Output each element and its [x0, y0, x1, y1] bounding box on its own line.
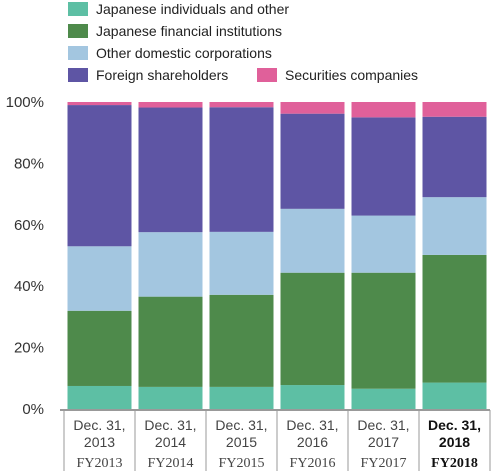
y-tick-label: 20%: [14, 340, 44, 357]
legend-item: Japanese individuals and other: [68, 1, 289, 17]
bar-stack: [351, 102, 416, 409]
y-tick-label: 80%: [14, 155, 44, 172]
bar-segment: [138, 296, 203, 387]
bar-segment: [67, 105, 132, 247]
y-tick-label: 60%: [14, 217, 44, 234]
y-tick-label: 100%: [6, 94, 44, 111]
bar-stack: [67, 102, 132, 409]
bar-segment: [422, 102, 487, 117]
bar-stack: [422, 102, 487, 409]
legend-swatch: [68, 46, 88, 60]
legend-item: Other domestic corporations: [68, 45, 272, 61]
x-category-label: 2013: [84, 434, 115, 450]
legend-label: Other domestic corporations: [96, 45, 272, 61]
bar-segment: [351, 388, 416, 409]
bar-segment: [209, 102, 274, 108]
bar-segment: [280, 208, 345, 273]
x-category-label: Dec. 31,: [215, 417, 267, 433]
bar-segment: [280, 272, 345, 386]
legend-swatch: [68, 2, 88, 16]
bar-segment: [351, 117, 416, 216]
legend-item: Foreign shareholders: [68, 67, 228, 83]
bar-segment: [138, 107, 203, 233]
bar-segment: [280, 113, 345, 209]
x-fiscal-year-label: FY2014: [148, 456, 194, 471]
bar-segment: [67, 246, 132, 311]
bar-segment: [67, 310, 132, 386]
legend-swatch: [68, 24, 88, 38]
bar-segment: [138, 232, 203, 297]
bar-segment: [138, 386, 203, 409]
x-fiscal-year-label: FY2017: [361, 456, 407, 471]
bar-segment: [67, 102, 132, 106]
x-category-label: Dec. 31,: [144, 417, 196, 433]
bar-segment: [280, 102, 345, 114]
bar-segment: [351, 272, 416, 389]
bar-segment: [209, 294, 274, 387]
bar-stack: [138, 102, 203, 409]
chart-legend: Japanese individuals and other Japanese f…: [68, 1, 418, 83]
x-category-label: 2016: [297, 434, 328, 450]
bar-stack: [209, 102, 274, 409]
bar-segment: [351, 215, 416, 273]
y-tick-label: 40%: [14, 278, 44, 295]
bar-stack: [280, 102, 345, 409]
bar-segment: [209, 231, 274, 295]
x-category-label: Dec. 31,: [357, 417, 409, 433]
legend-item: Japanese financial institutions: [68, 23, 282, 39]
x-category-label: Dec. 31,: [428, 417, 481, 433]
bar-segment: [422, 382, 487, 409]
bar-segment: [67, 385, 132, 409]
bar-segment: [422, 254, 487, 383]
bar-segment: [209, 386, 274, 409]
bar-segment: [209, 107, 274, 232]
y-tick-label: 0%: [22, 401, 44, 418]
bar-segment: [422, 116, 487, 198]
x-category-label: 2017: [368, 434, 399, 450]
legend-label: Securities companies: [285, 67, 418, 83]
legend-label: Japanese financial institutions: [96, 23, 282, 39]
x-category-label: 2015: [226, 434, 257, 450]
stacked-bars: [67, 102, 487, 409]
bar-segment: [422, 197, 487, 255]
bar-segment: [138, 102, 203, 108]
bar-segment: [280, 385, 345, 409]
x-fiscal-year-label: FY2016: [290, 456, 336, 471]
legend-label: Foreign shareholders: [96, 67, 228, 83]
x-category-label: 2018: [439, 434, 470, 450]
legend-item: Securities companies: [257, 67, 418, 83]
x-category-label: 2014: [155, 434, 186, 450]
x-fiscal-year-label: FY2013: [77, 456, 123, 471]
x-fiscal-year-label: FY2015: [219, 456, 265, 471]
x-category-label: Dec. 31,: [286, 417, 338, 433]
x-fiscal-year-label: FY2018: [431, 456, 478, 471]
legend-swatch: [68, 68, 88, 82]
x-category-label: Dec. 31,: [73, 417, 125, 433]
legend-label: Japanese individuals and other: [96, 1, 289, 17]
y-axis: 0% 20% 40% 60% 80% 100%: [6, 94, 44, 418]
legend-swatch: [257, 68, 277, 82]
bar-segment: [351, 102, 416, 118]
